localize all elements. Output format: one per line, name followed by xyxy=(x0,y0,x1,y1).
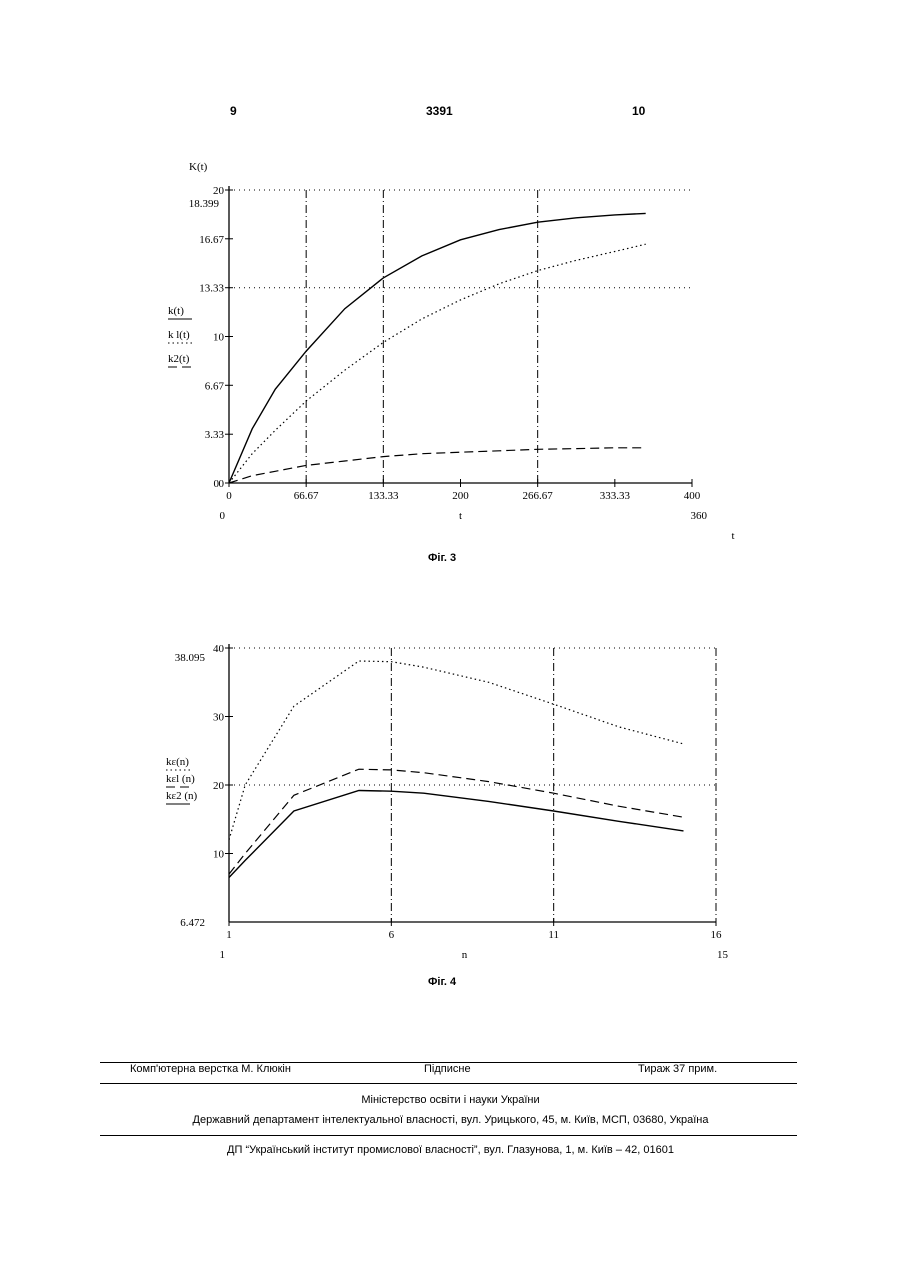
fig4-y-tick-label-0: 10 xyxy=(213,849,225,861)
fig3-y-tick-label-2: 6.67 xyxy=(205,380,225,392)
footer-rule-middle xyxy=(100,1083,797,1084)
footer-department: Державний департамент інтелектуальної вл… xyxy=(0,1114,901,1126)
footer-rule-bottom xyxy=(100,1135,797,1136)
fig4-y-tick-label-3: 40 xyxy=(213,643,225,655)
fig3-y-tick-label-1: 3.33 xyxy=(205,429,225,441)
fig4-legend-label-2: kε2 (n) xyxy=(166,790,198,802)
footer-institute: ДП “Український інститут промислової вла… xyxy=(0,1144,901,1156)
fig3-range-xmin: 0 xyxy=(220,510,226,522)
fig3-legend-label-2: k2(t) xyxy=(168,353,190,365)
fig3-x-tick-label-0: 0 xyxy=(226,490,232,502)
fig3-x-tick-label-6: 400 xyxy=(684,490,701,502)
fig3-x-axis-mark: t xyxy=(731,530,734,542)
fig4-x-tick-label-2: 11 xyxy=(548,929,559,941)
fig3-series-1 xyxy=(229,244,646,483)
fig4-series-1 xyxy=(229,769,684,874)
fig3-x-tick-label-2: 133.33 xyxy=(368,490,399,502)
fig4-y-tick-label-1: 20 xyxy=(213,780,225,792)
fig3-y-tick-label-5: 16.67 xyxy=(199,234,224,246)
fig3-range-xmax: 360 xyxy=(691,510,708,522)
figure-4-caption: Фіг. 4 xyxy=(428,976,456,988)
fig3-x-tick-label-3: 200 xyxy=(452,490,469,502)
fig3-x-tick-label-4: 266.67 xyxy=(523,490,554,502)
fig4-y-tick-label-2: 30 xyxy=(213,712,225,724)
fig3-y-tick-label-6: 20 xyxy=(213,185,225,197)
footer-layout-credit: Комп'ютерна верстка М. Клюкін xyxy=(130,1063,291,1075)
footer-ministry: Міністерство освіти і науки України xyxy=(0,1094,901,1106)
footer-circulation: Тираж 37 прим. xyxy=(638,1063,717,1075)
fig3-y-tick-label-3: 10 xyxy=(213,332,225,344)
figure-3-caption: Фіг. 3 xyxy=(428,552,456,564)
fig3-legend-label-1: k l(t) xyxy=(168,329,190,341)
fig3-x-axis-label: t xyxy=(459,510,462,522)
fig4-range-ymax: 38.095 xyxy=(175,652,206,664)
fig3-x-tick-label-1: 66.67 xyxy=(294,490,319,502)
fig4-x-tick-label-0: 1 xyxy=(226,929,232,941)
fig3-series-2 xyxy=(229,448,646,483)
fig3-y-axis-label: K(t) xyxy=(189,161,208,173)
fig4-x-tick-label-3: 16 xyxy=(711,929,723,941)
fig3-legend-label-0: k(t) xyxy=(168,305,184,317)
fig4-range-xmax: 15 xyxy=(717,949,729,961)
fig3-range-ymin: 0 xyxy=(214,478,220,490)
fig3-series-0 xyxy=(229,213,646,483)
fig4-legend-label-0: kε(n) xyxy=(166,756,189,768)
figure-4-chart: 10203040161116kε(n)kεl (n)kε2 (n)38.0956… xyxy=(0,600,901,980)
fig4-series-2 xyxy=(229,791,684,878)
fig3-y-tick-label-4: 13.33 xyxy=(199,283,224,295)
fig3-x-tick-label-5: 333.33 xyxy=(600,490,631,502)
fig4-legend-label-1: kεl (n) xyxy=(166,773,195,785)
fig3-y-tick-label-0: 0 xyxy=(219,478,225,490)
fig4-x-tick-label-1: 6 xyxy=(389,929,395,941)
fig3-range-ymax: 18.399 xyxy=(189,198,220,210)
fig4-range-ymin: 6.472 xyxy=(180,917,205,929)
fig4-range-xmin: 1 xyxy=(220,949,226,961)
fig4-series-0 xyxy=(229,661,684,840)
figure-3-chart: 03.336.671013.3316.6720066.67133.3320026… xyxy=(0,0,901,560)
fig4-x-axis-label: n xyxy=(462,949,468,961)
footer-subscription: Підписне xyxy=(424,1063,471,1075)
